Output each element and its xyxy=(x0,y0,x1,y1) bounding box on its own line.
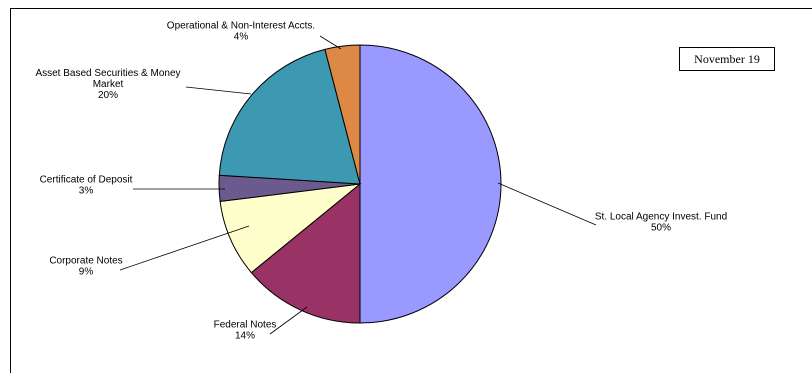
leader-line-0 xyxy=(497,182,597,226)
date-label: November 19 xyxy=(694,51,760,66)
slice-label-1: Federal Notes 14% xyxy=(214,320,277,342)
slice-label-4: Asset Based Securities & Money Market 20% xyxy=(35,68,180,101)
slice-label-2: Corporate Notes 9% xyxy=(49,256,122,278)
date-label-box: November 19 xyxy=(679,47,775,71)
pie-slice-4 xyxy=(218,48,361,185)
pie-slice-1 xyxy=(250,182,361,324)
pie-labels: St. Local Agency Invest. Fund 50% Federal … xyxy=(35,21,727,342)
leader-line-1 xyxy=(269,306,308,335)
slice-label-3: Certificate of Deposit 3% xyxy=(40,175,133,197)
chart-frame xyxy=(10,8,812,373)
pie-slice-2 xyxy=(219,183,362,274)
leader-line-5 xyxy=(319,35,342,50)
slice-label-0: St. Local Agency Invest. Fund 50% xyxy=(595,212,727,234)
leader-line-4 xyxy=(185,86,252,95)
pie-slices xyxy=(218,44,502,324)
pie-slice-0 xyxy=(359,44,502,324)
pie-slice-5 xyxy=(324,44,361,185)
leader-line-2 xyxy=(119,225,250,271)
slice-label-5: Operational & Non-Interest Accts. 4% xyxy=(167,21,315,43)
